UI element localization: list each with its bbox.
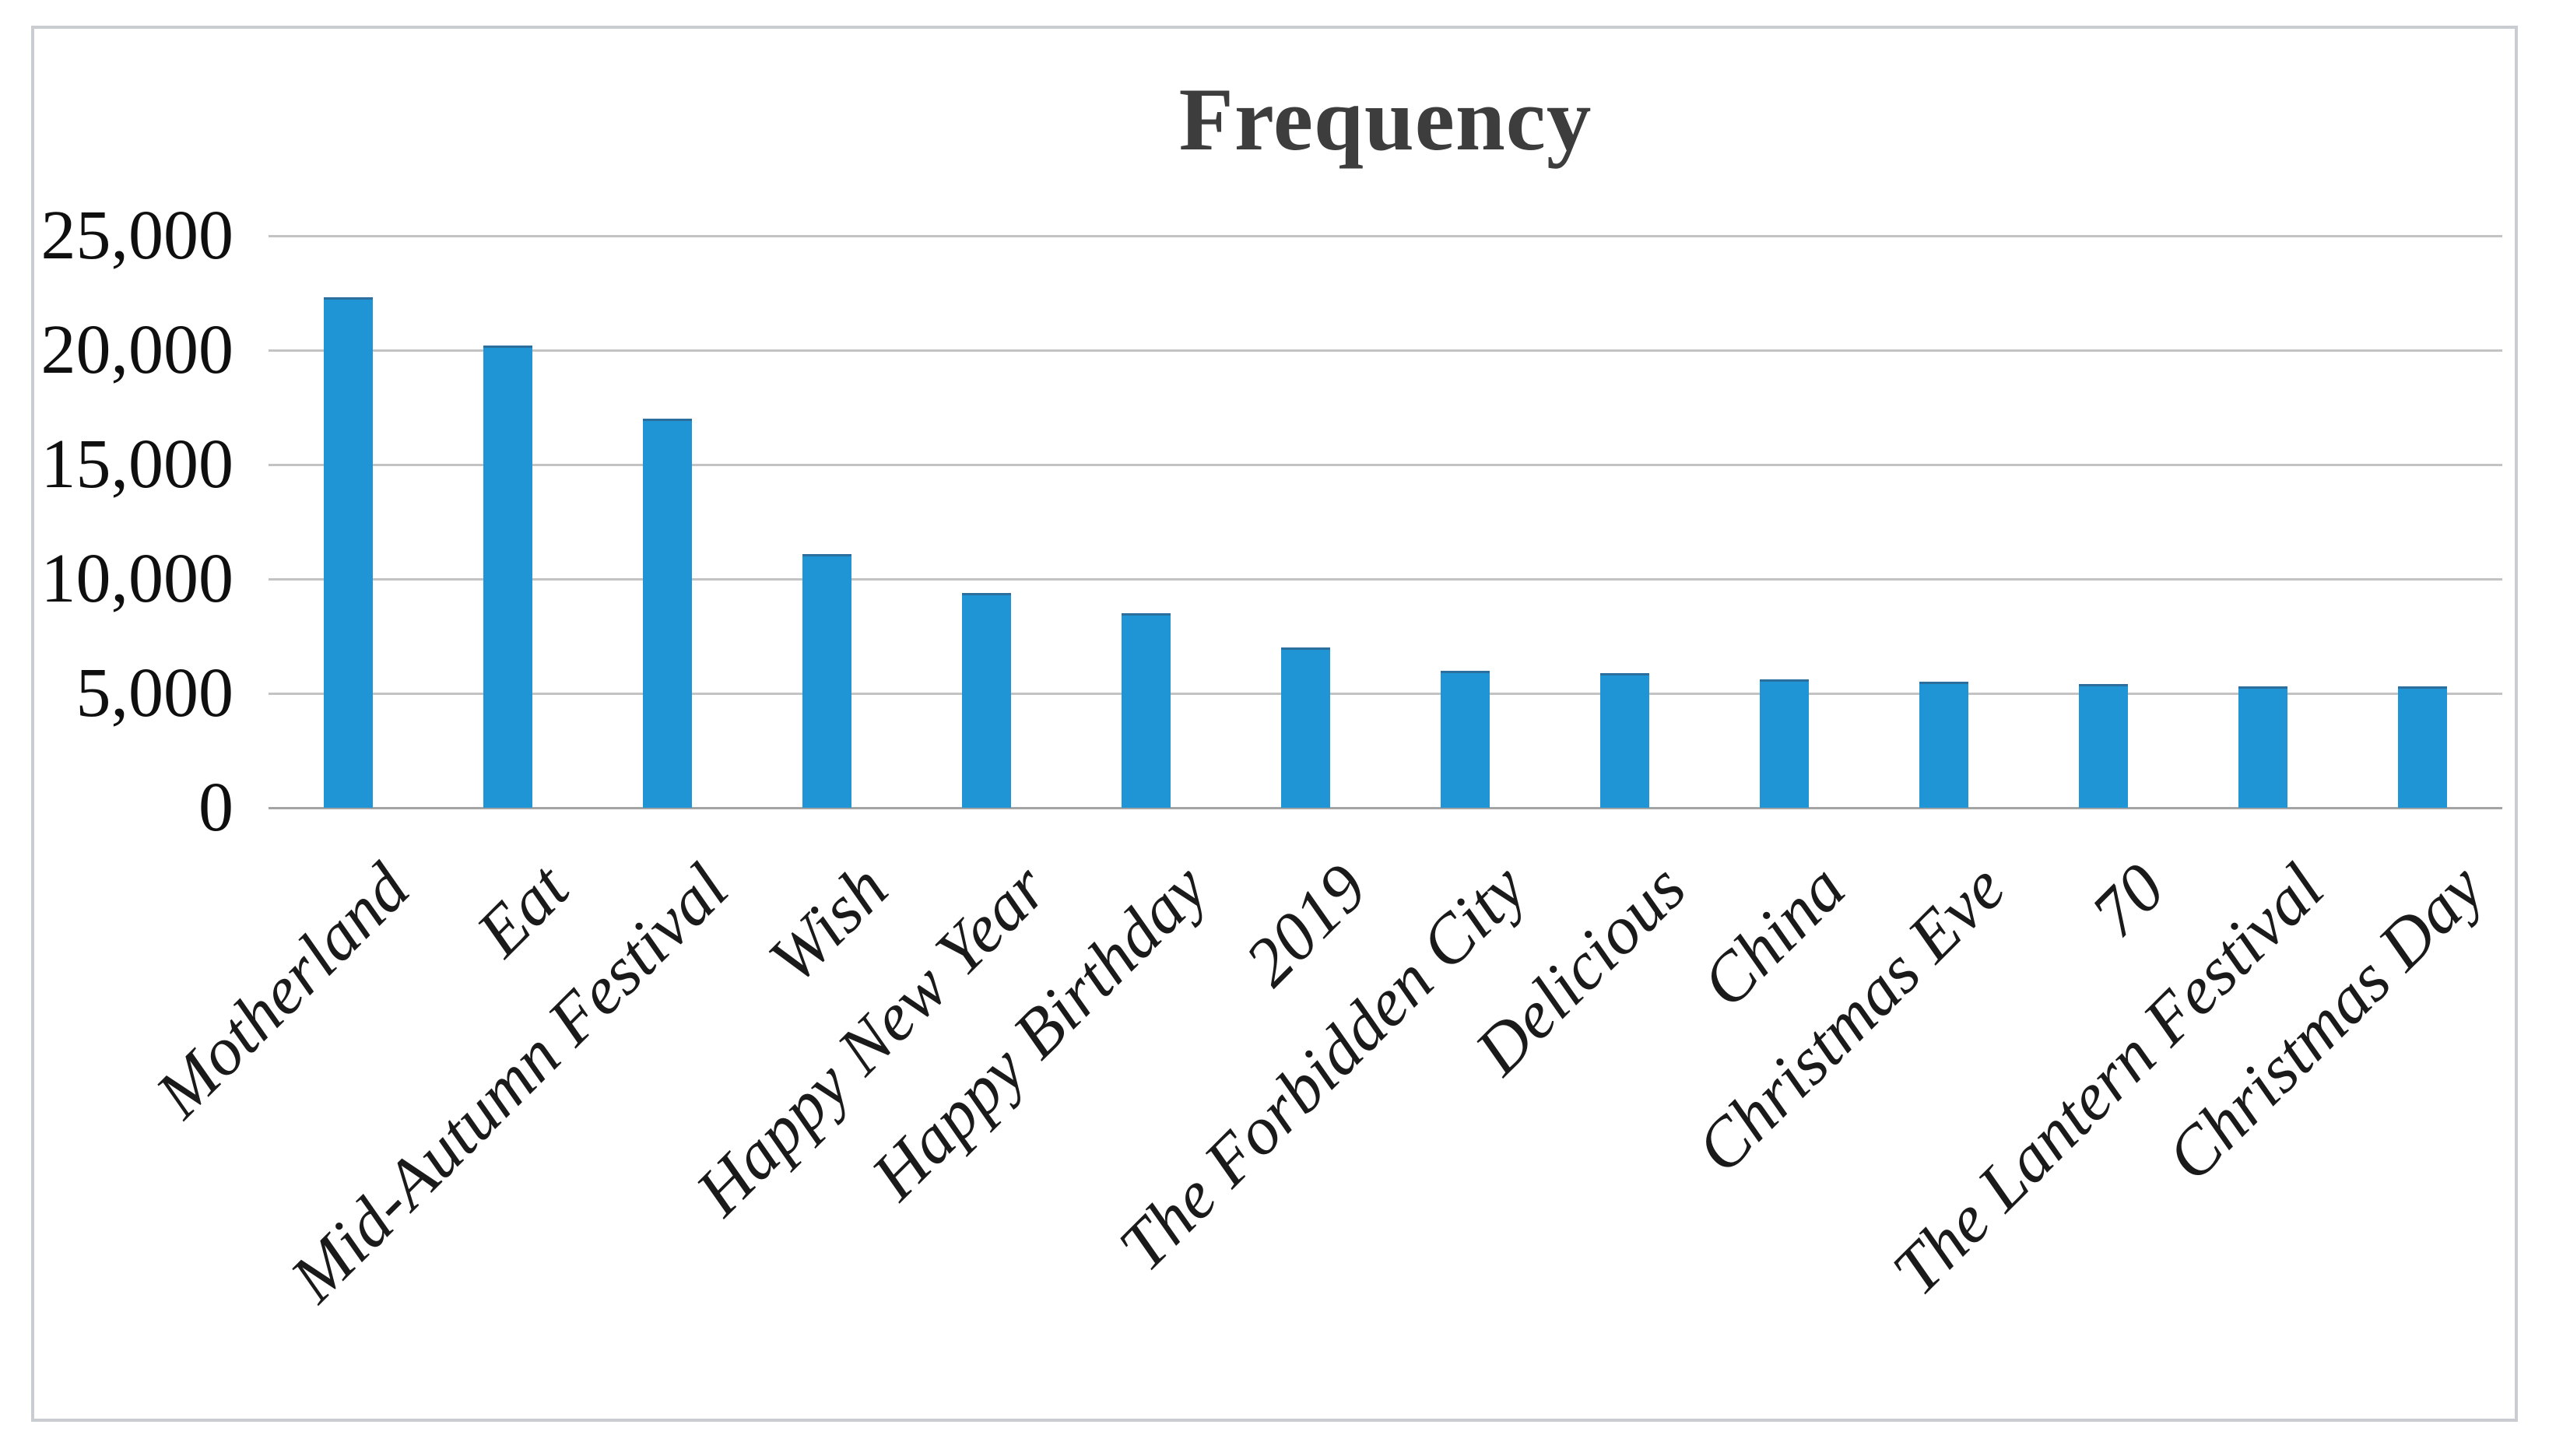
bar-70 [2079,684,2128,808]
gridline [269,692,2502,695]
gridline [269,463,2502,466]
bar-the-forbidden-city [1441,670,1490,808]
bar-motherland [324,297,373,808]
bar-wish [802,553,851,808]
y-tick-label: 0 [198,769,233,846]
y-tick-label: 10,000 [40,540,234,617]
bar-christmas-eve [1919,682,1968,808]
y-tick-label: 20,000 [40,311,234,388]
bar-the-lantern-festival [2238,686,2287,808]
bar-delicious [1600,672,1649,808]
bar-china [1760,679,1809,808]
bar-2019 [1281,647,1330,808]
gridline [269,234,2502,237]
chart-title: Frequency [1178,70,1592,169]
bar-christmas-day [2398,686,2447,808]
y-tick-label: 15,000 [40,426,234,503]
bar-mid-autumn-festival [643,419,692,808]
x-axis-line [269,806,2502,809]
y-tick-label: 5,000 [75,654,234,732]
y-tick-label: 25,000 [40,197,234,274]
bar-happy-birthday [1122,613,1171,808]
gridline [269,349,2502,352]
plot-area [269,234,2502,809]
bar-eat [483,346,532,808]
gridline [269,577,2502,581]
bar-happy-new-year [962,592,1011,808]
